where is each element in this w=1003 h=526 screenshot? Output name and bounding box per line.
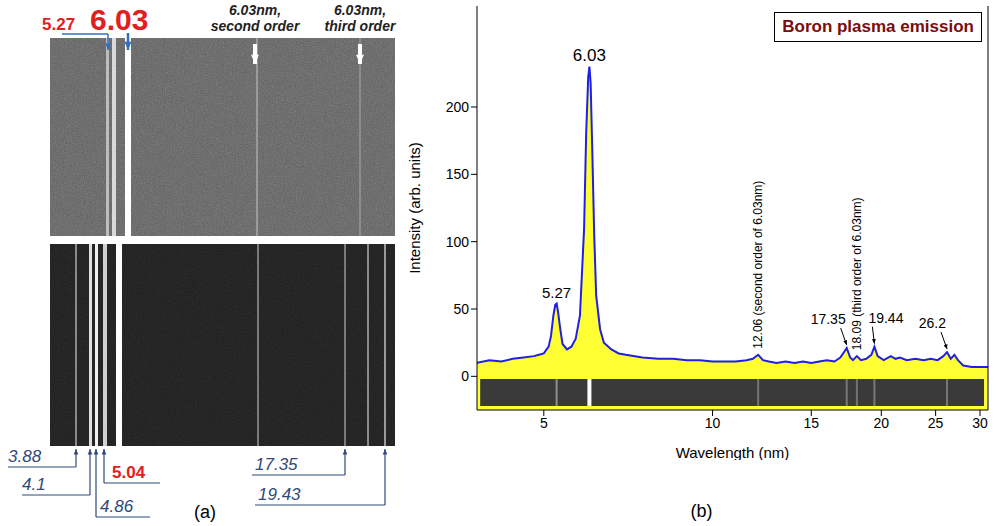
svg-text:Intensity (arb. units): Intensity (arb. units) xyxy=(406,142,423,274)
svg-text:17.35: 17.35 xyxy=(255,455,298,474)
svg-text:3.88: 3.88 xyxy=(8,447,42,466)
svg-text:19.43: 19.43 xyxy=(258,485,301,504)
svg-text:6.03: 6.03 xyxy=(90,3,148,36)
svg-text:100: 100 xyxy=(446,234,470,250)
svg-text:18.09 (third order of 6.03nm): 18.09 (third order of 6.03nm) xyxy=(850,197,864,350)
svg-text:5.04: 5.04 xyxy=(112,463,146,482)
svg-text:15: 15 xyxy=(803,415,819,431)
svg-text:50: 50 xyxy=(453,301,469,317)
svg-text:4.86: 4.86 xyxy=(100,497,134,516)
svg-text:17.35: 17.35 xyxy=(811,311,846,327)
svg-text:0: 0 xyxy=(461,368,469,384)
svg-text:6.03nm,: 6.03nm, xyxy=(334,2,386,18)
svg-text:30: 30 xyxy=(972,415,988,431)
svg-text:third order: third order xyxy=(325,18,397,34)
html-text:Boron plasma emission: Boron plasma emission xyxy=(782,17,974,36)
svg-text:150: 150 xyxy=(446,166,470,182)
svg-text:5.27: 5.27 xyxy=(42,15,75,34)
svg-text:6.03nm,: 6.03nm, xyxy=(229,2,281,18)
svg-text:5: 5 xyxy=(540,415,548,431)
svg-text:25: 25 xyxy=(928,415,944,431)
svg-text:26.2: 26.2 xyxy=(919,315,946,331)
svg-text:19.44: 19.44 xyxy=(868,310,903,326)
svg-text:4.1: 4.1 xyxy=(22,475,46,494)
svg-text:12.06 (second order of 6.03nm): 12.06 (second order of 6.03nm) xyxy=(751,181,765,349)
svg-text:6.03: 6.03 xyxy=(573,46,606,65)
svg-text:200: 200 xyxy=(446,99,470,115)
svg-text:10: 10 xyxy=(705,415,721,431)
svg-text:Wavelength (nm): Wavelength (nm) xyxy=(676,444,790,460)
html-text:(b): (b) xyxy=(690,501,713,521)
svg-text:(a): (a) xyxy=(194,502,216,522)
svg-text:5.27: 5.27 xyxy=(542,284,571,301)
svg-text:second order: second order xyxy=(211,18,301,34)
svg-text:20: 20 xyxy=(874,415,890,431)
